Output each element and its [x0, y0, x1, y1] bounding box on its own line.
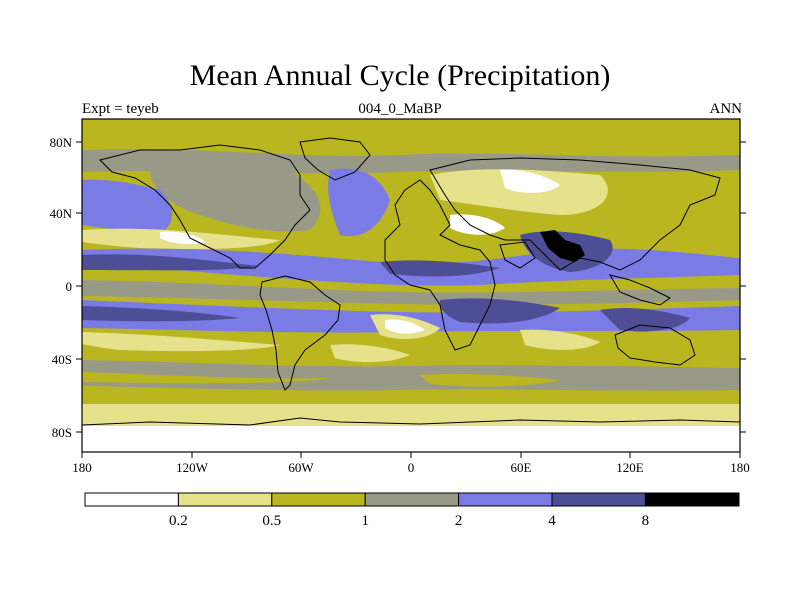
colorbar-bin-6	[644, 492, 740, 507]
precipitation-field	[82, 119, 740, 452]
colorbar-label-0: 0.2	[169, 513, 188, 529]
season-label: ANN	[709, 101, 743, 117]
lat-label-0: 0	[66, 279, 73, 294]
colorbar-bin-3	[364, 492, 460, 507]
lat-tick-marks	[76, 141, 746, 433]
colorbar-bin-4	[458, 492, 553, 507]
lon-label-120w: 120W	[176, 460, 209, 475]
colorbar-label-2: 1	[361, 513, 369, 529]
experiment-label: Expt = teyeb	[82, 101, 159, 117]
colorbar-label-4: 4	[548, 513, 556, 529]
lat-label-40s: 40S	[52, 352, 72, 367]
lon-label-180w: 180	[72, 460, 92, 475]
colorbar-bin-5	[551, 492, 646, 507]
lon-label-120e: 120E	[616, 460, 644, 475]
lat-label-40n: 40N	[50, 206, 73, 221]
map-title: Mean Annual Cycle (Precipitation)	[189, 59, 611, 92]
time-period-label: 004_0_MaBP	[358, 101, 442, 117]
lat-label-80n: 80N	[50, 135, 73, 150]
colorbar	[84, 492, 740, 507]
colorbar-bin-2	[271, 492, 366, 507]
lat-label-80s: 80S	[52, 425, 72, 440]
lon-label-60w: 60W	[288, 460, 314, 475]
colorbar-bin-0	[84, 492, 179, 507]
lon-label-60e: 60E	[511, 460, 532, 475]
colorbar-label-1: 0.5	[262, 513, 281, 529]
coastlines	[82, 137, 740, 426]
colorbar-label-3: 2	[455, 513, 463, 529]
lon-label-180e: 180	[730, 460, 750, 475]
lon-label-0: 0	[408, 460, 415, 475]
colorbar-bin-1	[177, 492, 273, 507]
colorbar-label-5: 8	[642, 513, 650, 529]
lon-tick-marks	[81, 452, 741, 458]
